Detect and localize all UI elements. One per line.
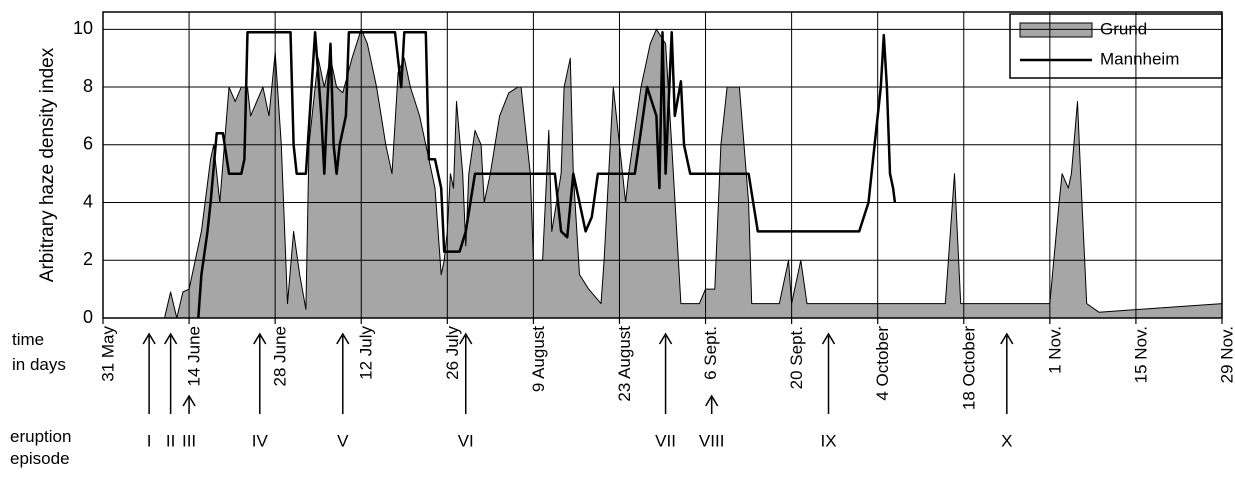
eruption-name: VI — [458, 431, 474, 450]
x-axis-label-line: time — [12, 330, 44, 349]
eruption-arrowhead — [182, 394, 196, 407]
y-tick-label: 4 — [83, 191, 93, 211]
eruption-name: IX — [820, 431, 836, 450]
legend-swatch — [1019, 22, 1093, 38]
x-tick-label: 26 July — [443, 326, 462, 380]
eruption-arrowhead — [459, 332, 473, 345]
eruption-name: VII — [655, 431, 676, 450]
eruption-arrowhead — [253, 332, 267, 345]
eruption-arrowhead — [336, 332, 350, 345]
x-tick-label: 20 Sept. — [787, 326, 806, 389]
x-tick-label: 31 May — [98, 326, 117, 382]
eruption-name: V — [337, 431, 349, 450]
eruption-arrowhead — [658, 332, 673, 345]
x-tick-label: 23 August — [615, 326, 634, 402]
y-tick-label: 10 — [73, 18, 93, 38]
eruption-arrowhead — [705, 394, 719, 407]
x-tick-label: 28 June — [271, 326, 290, 387]
x-tick-label: 29 Nov. — [1217, 326, 1235, 383]
eruption-arrowhead — [1000, 332, 1014, 345]
eruption-name: IV — [252, 431, 269, 450]
x-tick-label: 9 August — [529, 326, 548, 392]
eruption-label-line: eruption — [10, 427, 71, 446]
x-tick-label: 4 October — [873, 326, 892, 401]
x-tick-label: 18 October — [959, 326, 978, 410]
mannheim-line — [197, 30, 897, 319]
eruption-name: I — [147, 431, 152, 450]
y-tick-label: 8 — [83, 76, 93, 96]
eruption-name: III — [182, 431, 196, 450]
x-tick-label: 14 June — [185, 326, 204, 387]
eruption-arrowhead — [142, 332, 156, 345]
eruption-name: VIII — [699, 431, 725, 450]
x-tick-label: 1 Nov. — [1045, 326, 1064, 374]
eruption-arrowhead — [821, 332, 836, 345]
x-tick-label: 6 Sept. — [701, 326, 720, 380]
y-axis-label: Arbitrary haze density index — [37, 47, 58, 282]
x-tick-label: 12 July — [357, 326, 376, 380]
eruption-label: eruption episode — [10, 427, 71, 468]
y-tick-label: 0 — [83, 307, 93, 327]
x-axis-label: time in days — [12, 330, 66, 374]
eruption-arrowhead — [163, 332, 178, 345]
eruption-name: X — [1001, 431, 1012, 450]
y-tick-label: 2 — [83, 249, 93, 269]
x-tick-label: 15 Nov. — [1131, 326, 1150, 383]
y-tick-label: 6 — [83, 134, 93, 154]
eruption-name: II — [166, 431, 175, 450]
eruption-label-line: episode — [10, 449, 70, 468]
plot-frame — [102, 11, 1223, 319]
legend-label: Mannheim — [1100, 49, 1179, 68]
x-axis-label-line: in days — [12, 355, 66, 374]
